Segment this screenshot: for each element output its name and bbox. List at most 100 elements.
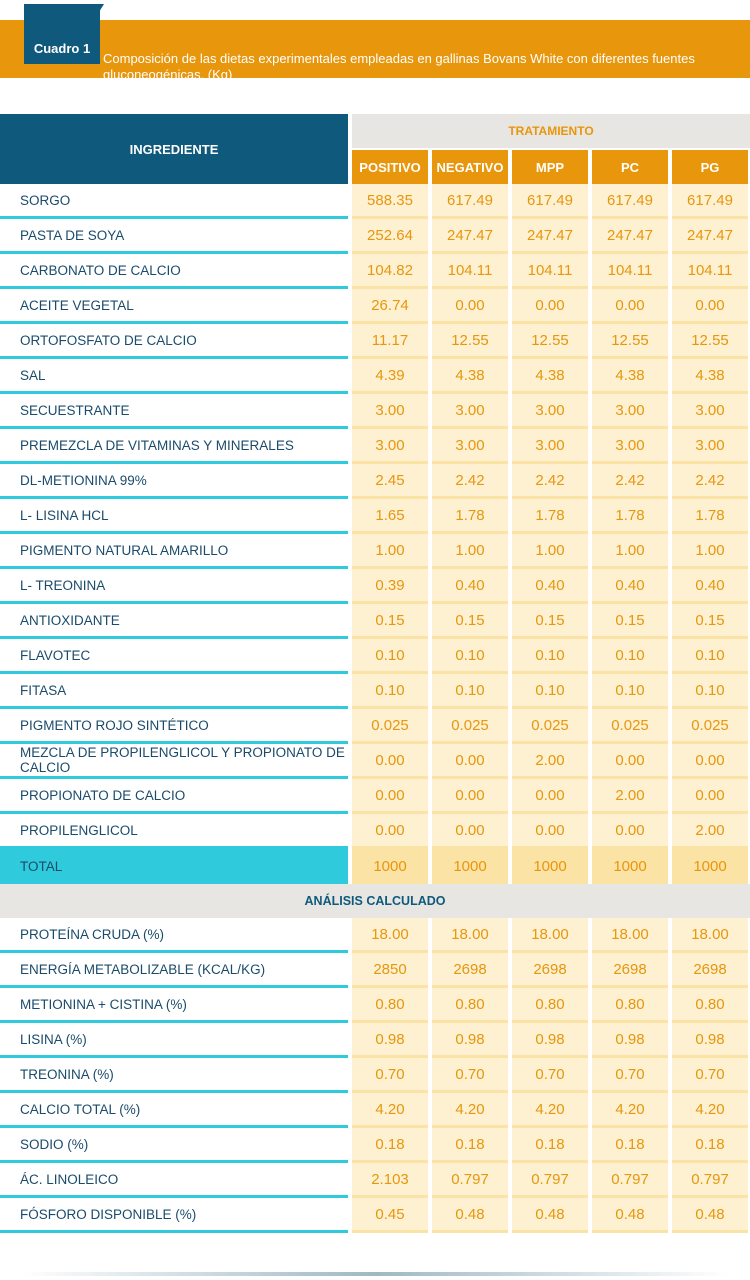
cell-value: 1.00 bbox=[352, 534, 428, 569]
cell-value: 0.025 bbox=[432, 709, 508, 744]
treatment-group-header: TRATAMIENTO bbox=[352, 114, 750, 148]
cell-value: 0.80 bbox=[592, 988, 668, 1023]
table-caption-title: Composición de las dietas experimentales… bbox=[103, 51, 695, 82]
cell-value: 0.70 bbox=[592, 1058, 668, 1093]
row-label: CARBONATO DE CALCIO bbox=[0, 254, 348, 289]
cell-value: 2.42 bbox=[512, 464, 588, 499]
cell-value: 0.48 bbox=[432, 1198, 508, 1233]
table-row: L- TREONINA 0.39 0.40 0.40 0.40 0.40 bbox=[0, 569, 750, 604]
treatment-column-header: MPP bbox=[512, 150, 588, 184]
cell-value: 1.65 bbox=[352, 499, 428, 534]
cell-value: 0.00 bbox=[512, 289, 588, 324]
cell-value: 3.00 bbox=[672, 394, 748, 429]
row-label: FITASA bbox=[0, 674, 348, 709]
cell-value: 3.00 bbox=[432, 429, 508, 464]
treatment-column-header: PC bbox=[592, 150, 668, 184]
cell-value: 18.00 bbox=[512, 918, 588, 953]
total-row: TOTAL 1000 1000 1000 1000 1000 bbox=[0, 849, 750, 884]
cell-value: 0.797 bbox=[432, 1163, 508, 1198]
table-row: PIGMENTO NATURAL AMARILLO 1.00 1.00 1.00 1.0… bbox=[0, 534, 750, 569]
cell-value: 3.00 bbox=[432, 394, 508, 429]
cell-value: 1.78 bbox=[432, 499, 508, 534]
cell-value: 1000 bbox=[352, 849, 428, 884]
cell-value: 0.48 bbox=[512, 1198, 588, 1233]
table-row: SORGO 588.35 617.49 617.49 617.49 617.49 bbox=[0, 184, 750, 219]
cell-value: 0.00 bbox=[512, 779, 588, 814]
cell-value: 0.10 bbox=[592, 674, 668, 709]
cell-value: 1000 bbox=[432, 849, 508, 884]
cell-value: 2698 bbox=[512, 953, 588, 988]
cell-value: 1000 bbox=[512, 849, 588, 884]
row-label: SODIO (%) bbox=[0, 1128, 348, 1163]
cell-value: 4.20 bbox=[672, 1093, 748, 1128]
cell-value: 26.74 bbox=[352, 289, 428, 324]
cell-value: 18.00 bbox=[432, 918, 508, 953]
treatment-column-header: NEGATIVO bbox=[432, 150, 508, 184]
cell-value: 104.11 bbox=[672, 254, 748, 289]
cell-value: 0.10 bbox=[672, 674, 748, 709]
cell-value: 0.18 bbox=[592, 1128, 668, 1163]
cell-value: 0.10 bbox=[672, 639, 748, 674]
table-row: LISINA (%) 0.98 0.98 0.98 0.98 0.98 bbox=[0, 1023, 750, 1058]
table-row: PREMEZCLA DE VITAMINAS Y MINERALES 3.00 3.… bbox=[0, 429, 750, 464]
table-row: L- LISINA HCL 1.65 1.78 1.78 1.78 1.78 bbox=[0, 499, 750, 534]
table-row: SECUESTRANTE 3.00 3.00 3.00 3.00 3.00 bbox=[0, 394, 750, 429]
cell-value: 0.10 bbox=[352, 639, 428, 674]
cell-value: 3.00 bbox=[352, 429, 428, 464]
cell-value: 0.40 bbox=[592, 569, 668, 604]
cell-value: 1000 bbox=[592, 849, 668, 884]
footer-divider bbox=[20, 1272, 730, 1276]
cell-value: 4.39 bbox=[352, 359, 428, 394]
table-row: FÓSFORO DISPONIBLE (%) 0.45 0.48 0.48 0.48 0.… bbox=[0, 1198, 750, 1233]
cell-value: 18.00 bbox=[592, 918, 668, 953]
cell-value: 0.025 bbox=[512, 709, 588, 744]
cell-value: 0.80 bbox=[512, 988, 588, 1023]
cell-value: 0.10 bbox=[592, 639, 668, 674]
cell-value: 0.18 bbox=[432, 1128, 508, 1163]
cell-value: 0.10 bbox=[512, 674, 588, 709]
cell-value: 0.00 bbox=[352, 744, 428, 779]
cell-value: 0.797 bbox=[592, 1163, 668, 1198]
table-row: CALCIO TOTAL (%) 4.20 4.20 4.20 4.20 4.20 bbox=[0, 1093, 750, 1128]
cell-value: 3.00 bbox=[352, 394, 428, 429]
cell-value: 0.70 bbox=[352, 1058, 428, 1093]
cell-value: 0.00 bbox=[352, 814, 428, 849]
cell-value: 2.00 bbox=[592, 779, 668, 814]
cell-value: 2.00 bbox=[512, 744, 588, 779]
cell-value: 617.49 bbox=[672, 184, 748, 219]
cell-value: 4.38 bbox=[432, 359, 508, 394]
row-label: ENERGÍA METABOLIZABLE (KCAL/KG) bbox=[0, 953, 348, 988]
cell-value: 0.025 bbox=[672, 709, 748, 744]
cell-value: 4.38 bbox=[512, 359, 588, 394]
cell-value: 0.00 bbox=[592, 744, 668, 779]
table-row: PIGMENTO ROJO SINTÉTICO 0.025 0.025 0.025 0.… bbox=[0, 709, 750, 744]
cell-value: 4.20 bbox=[592, 1093, 668, 1128]
cell-value: 2.103 bbox=[352, 1163, 428, 1198]
table-caption-banner: Composición de las dietas experimentales… bbox=[0, 20, 750, 82]
calculated-analysis-header: ANÁLISIS CALCULADO bbox=[0, 884, 750, 918]
cell-value: 2.42 bbox=[432, 464, 508, 499]
cell-value: 0.00 bbox=[352, 779, 428, 814]
cell-value: 252.64 bbox=[352, 219, 428, 254]
row-label: LISINA (%) bbox=[0, 1023, 348, 1058]
cell-value: 1.00 bbox=[592, 534, 668, 569]
row-label: TOTAL bbox=[0, 849, 348, 884]
cell-value: 247.47 bbox=[432, 219, 508, 254]
table-number-badge: Cuadro 1 bbox=[24, 4, 100, 64]
cell-value: 0.80 bbox=[672, 988, 748, 1023]
table-row: CARBONATO DE CALCIO 104.82 104.11 104.11 104… bbox=[0, 254, 750, 289]
cell-value: 0.10 bbox=[352, 674, 428, 709]
row-label: CALCIO TOTAL (%) bbox=[0, 1093, 348, 1128]
badge-fold-decoration bbox=[94, 4, 104, 20]
cell-value: 1.78 bbox=[672, 499, 748, 534]
row-label: SECUESTRANTE bbox=[0, 394, 348, 429]
cell-value: 3.00 bbox=[672, 429, 748, 464]
cell-value: 3.00 bbox=[512, 394, 588, 429]
table-row: FITASA 0.10 0.10 0.10 0.10 0.10 bbox=[0, 674, 750, 709]
table-row: DL-METIONINA 99% 2.45 2.42 2.42 2.42 2.42 bbox=[0, 464, 750, 499]
table-row: METIONINA + CISTINA (%) 0.80 0.80 0.80 0.80 0… bbox=[0, 988, 750, 1023]
cell-value: 0.48 bbox=[592, 1198, 668, 1233]
cell-value: 4.20 bbox=[432, 1093, 508, 1128]
row-label: L- LISINA HCL bbox=[0, 499, 348, 534]
cell-value: 0.797 bbox=[672, 1163, 748, 1198]
